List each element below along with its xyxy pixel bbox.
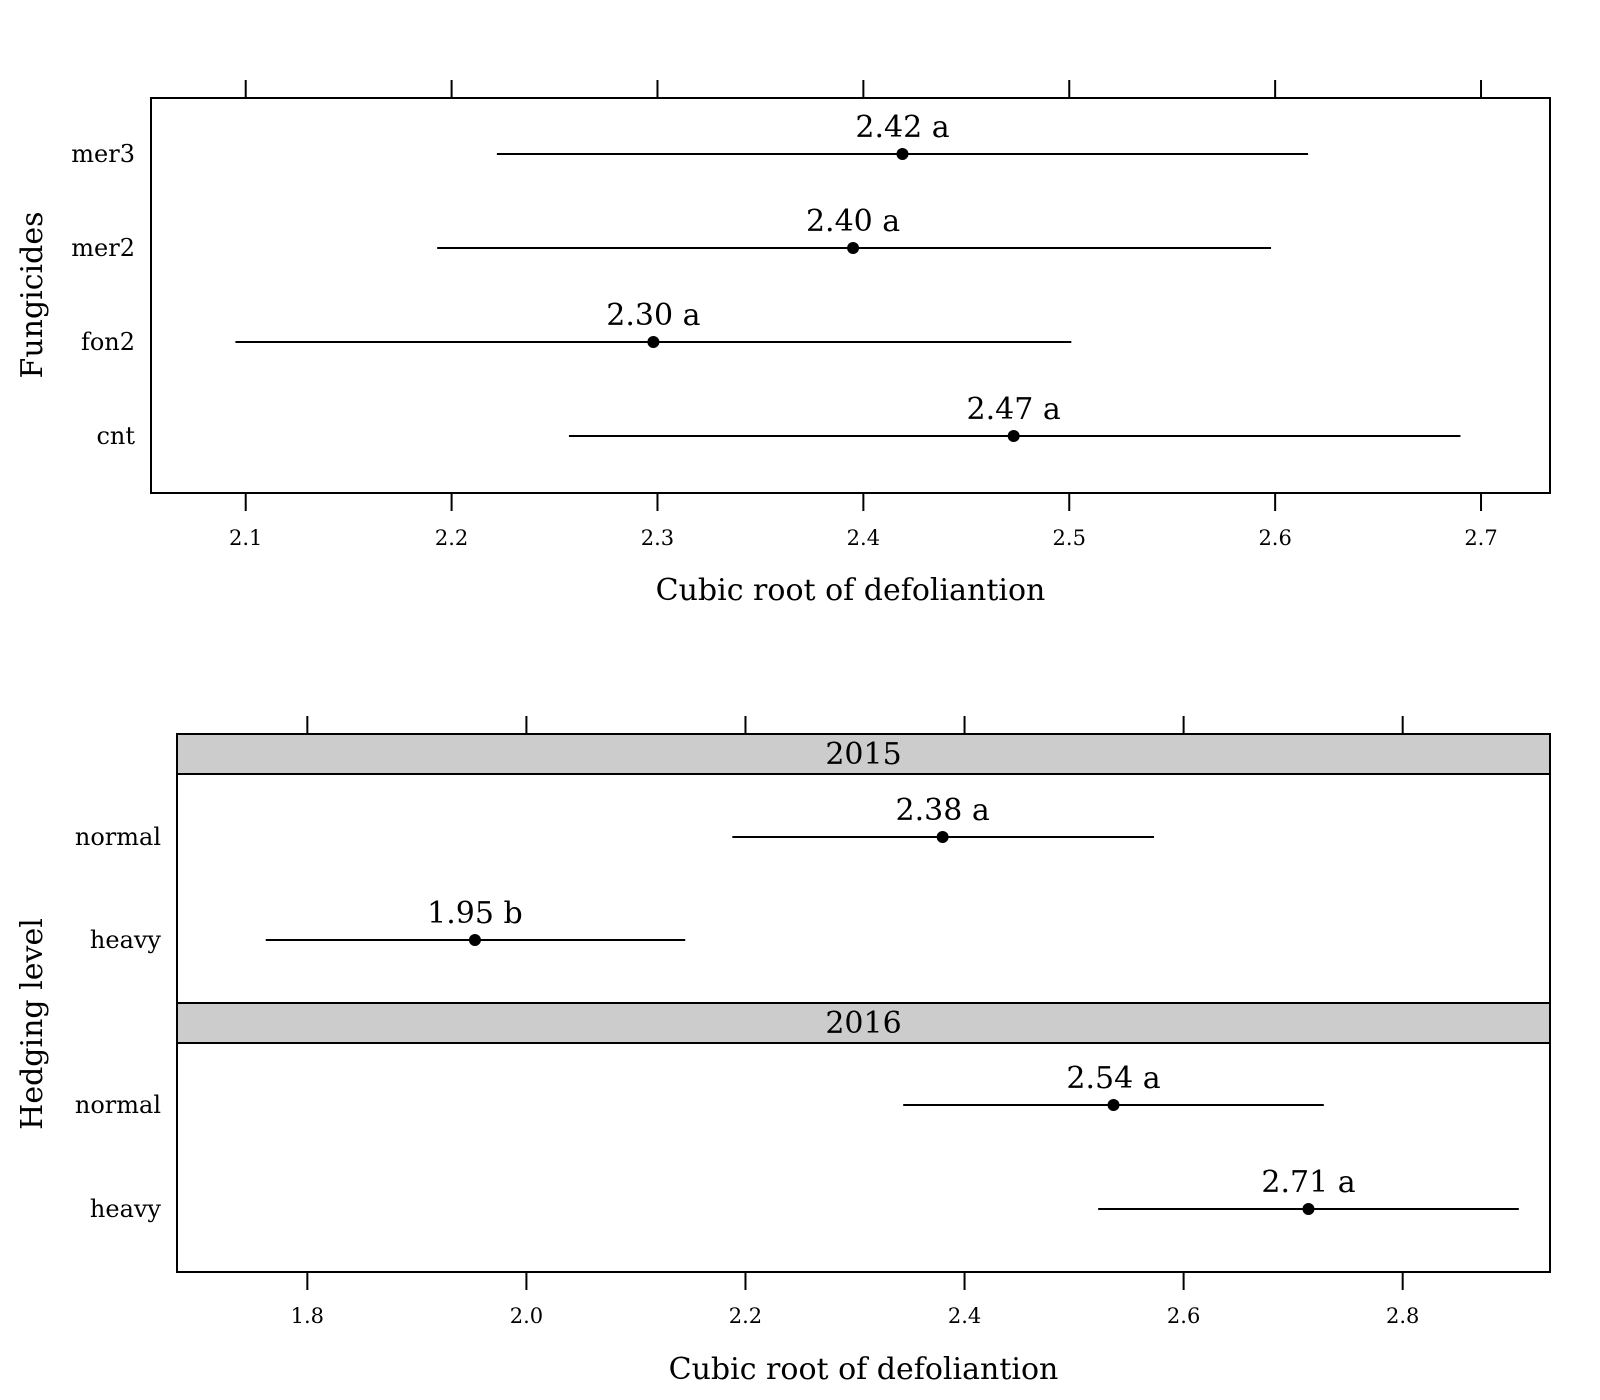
x-tick-label: 2.2 bbox=[435, 526, 468, 550]
estimate-label: 2.47 a bbox=[967, 392, 1061, 427]
estimate-label: 2.71 a bbox=[1261, 1165, 1355, 1200]
x-tick-label: 2.6 bbox=[1167, 1304, 1200, 1328]
fungicides-plot: 2.1 2.2 2.3 2.4 2.5 2.6 2.7 mer3 2.42 a mer2 2.40 … bbox=[15, 80, 1551, 608]
estimate-point bbox=[1007, 430, 1020, 442]
estimate-point bbox=[936, 831, 949, 843]
y-axis-title: Hedging level bbox=[15, 918, 50, 1130]
x-tick-label: 2.7 bbox=[1464, 526, 1497, 550]
x-tick-label: 2.3 bbox=[641, 526, 674, 550]
estimate-point bbox=[896, 148, 909, 160]
category-label: heavy bbox=[90, 926, 162, 954]
estimate-label: 2.54 a bbox=[1066, 1061, 1160, 1096]
estimate-label: 1.95 b bbox=[427, 896, 523, 931]
x-axis-title: Cubic root of defoliantion bbox=[669, 1352, 1059, 1387]
x-tick-label: 2.5 bbox=[1053, 526, 1086, 550]
x-tick-label: 2.0 bbox=[510, 1304, 543, 1328]
x-tick-label: 2.2 bbox=[729, 1304, 762, 1328]
category-label: fon2 bbox=[81, 328, 135, 356]
strip-label: 2015 bbox=[825, 737, 901, 772]
estimate-label: 2.42 a bbox=[855, 110, 949, 145]
estimate-point bbox=[1107, 1099, 1120, 1111]
category-label: mer2 bbox=[71, 234, 135, 262]
x-tick-label: 1.8 bbox=[291, 1304, 324, 1328]
category-label: normal bbox=[75, 823, 161, 851]
estimate-point bbox=[468, 934, 481, 946]
x-tick-label: 2.4 bbox=[948, 1304, 981, 1328]
estimate-label: 2.38 a bbox=[896, 793, 990, 828]
estimate-point bbox=[847, 242, 860, 254]
category-label: cnt bbox=[96, 422, 135, 450]
y-axis-title: Fungicides bbox=[15, 211, 50, 378]
x-tick-label: 2.4 bbox=[847, 526, 880, 550]
x-tick-label: 2.1 bbox=[229, 526, 262, 550]
category-label: normal bbox=[75, 1091, 161, 1119]
estimate-label: 2.40 a bbox=[806, 204, 900, 239]
estimate-point bbox=[1302, 1203, 1315, 1215]
panel-frame bbox=[176, 1002, 1551, 1273]
category-label: mer3 bbox=[71, 140, 135, 168]
x-axis-title: Cubic root of defoliantion bbox=[656, 573, 1046, 608]
strip-label: 2016 bbox=[825, 1006, 901, 1041]
estimate-label: 2.30 a bbox=[606, 298, 700, 333]
x-tick-label: 2.6 bbox=[1258, 526, 1291, 550]
panel-frame bbox=[150, 97, 1551, 494]
category-label: heavy bbox=[90, 1195, 162, 1223]
hedging-level-plot: 1.8 2.0 2.2 2.4 2.6 2.8 2015 normal 2.38 a heavy 1… bbox=[15, 716, 1551, 1387]
estimate-point bbox=[647, 336, 660, 348]
x-tick-label: 2.8 bbox=[1386, 1304, 1419, 1328]
